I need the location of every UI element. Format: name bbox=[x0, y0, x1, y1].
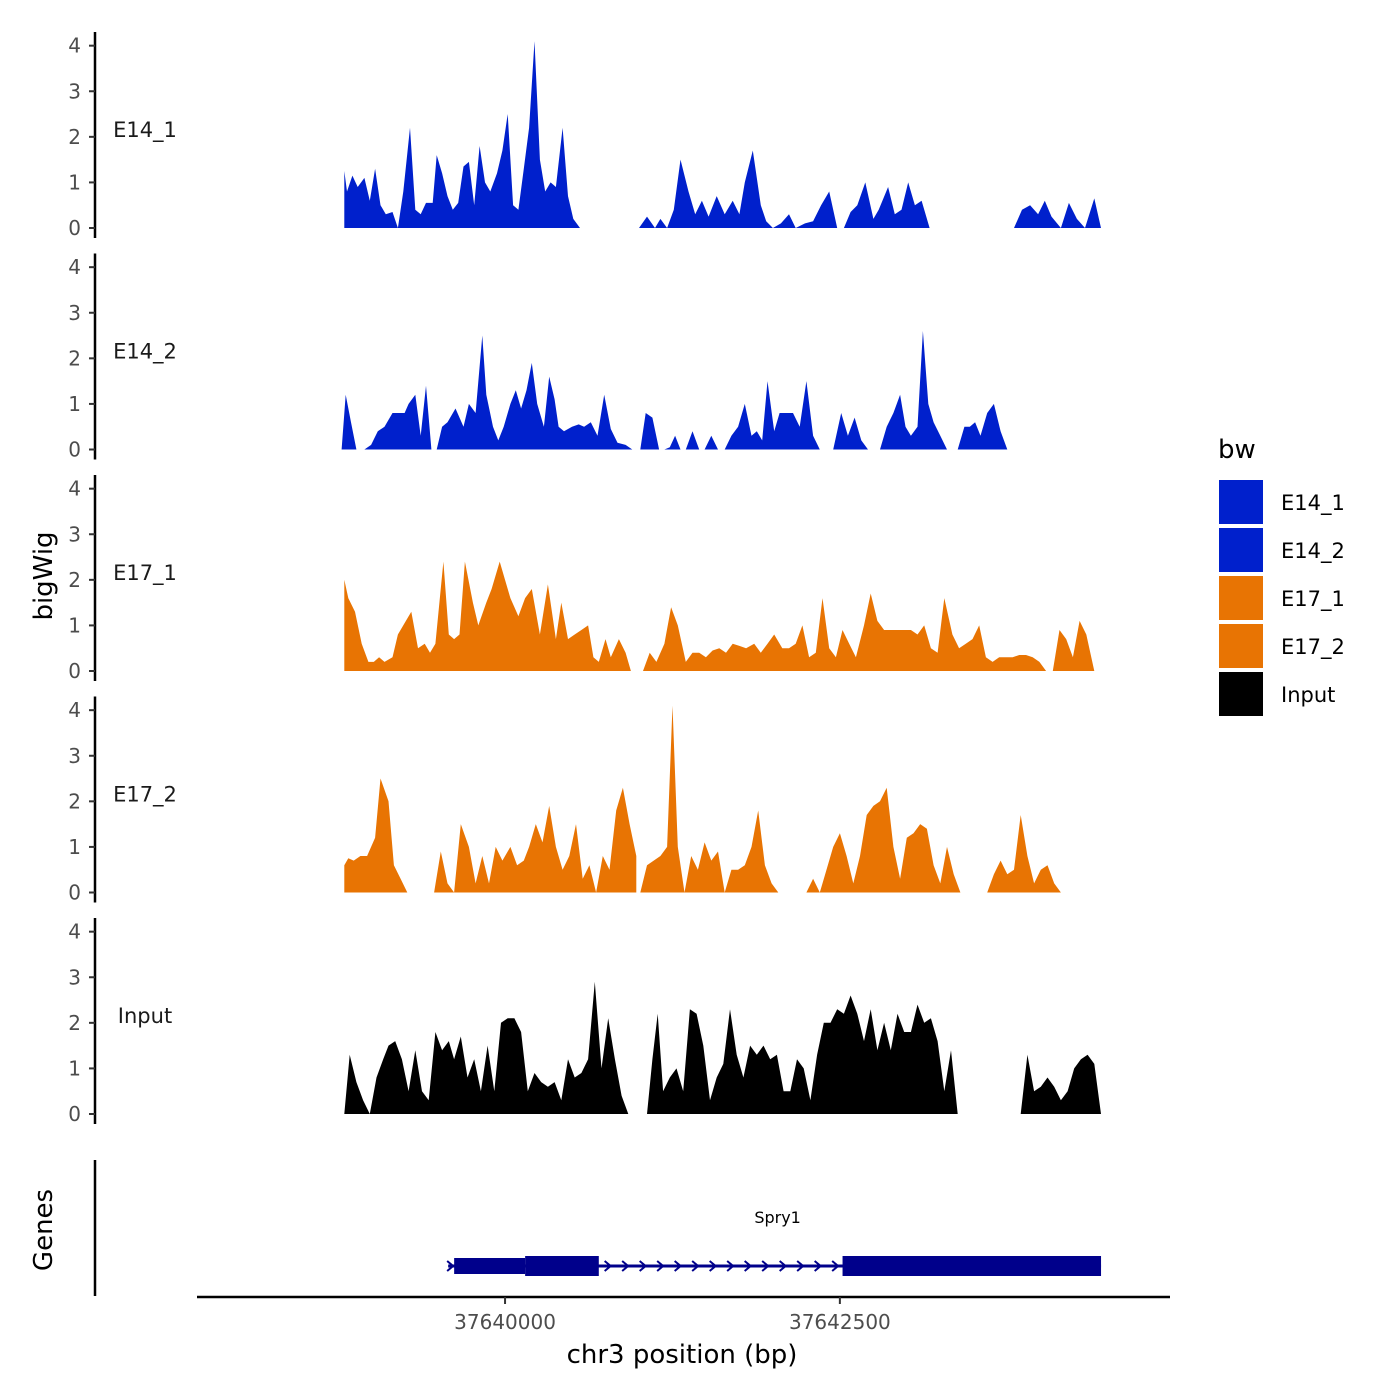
strand-arrow-icon bbox=[621, 1260, 630, 1272]
y-tick-label: 0 bbox=[68, 438, 81, 462]
strand-arrow-icon bbox=[814, 1260, 823, 1272]
legend-title: bw bbox=[1218, 435, 1256, 465]
coverage-area-input-segment-1 bbox=[344, 981, 641, 1114]
y-tick-label: 3 bbox=[68, 79, 81, 103]
track-input: 0 1 2 3 4 Input bbox=[68, 918, 1101, 1126]
coverage-area-e17-1-segment-1 bbox=[344, 561, 637, 671]
legend-swatch-e17-1 bbox=[1219, 576, 1263, 620]
strand-arrow-icon bbox=[709, 1260, 718, 1272]
strand-arrow-icon bbox=[446, 1260, 455, 1272]
strand-arrow-icon bbox=[761, 1260, 770, 1272]
track-label-e14-2: E14_2 bbox=[113, 339, 177, 364]
track-e14-1: 0 1 2 3 4 E14_1 bbox=[68, 32, 1101, 240]
coverage-area-e17-2-segment-3 bbox=[640, 705, 792, 893]
legend-label-input: Input bbox=[1281, 683, 1335, 707]
y-tick-label: 2 bbox=[68, 568, 81, 592]
y-tick-label: 4 bbox=[68, 34, 81, 58]
strand-arrow-icon bbox=[831, 1260, 840, 1272]
legend-label-e17-1: E17_1 bbox=[1281, 587, 1345, 612]
track-label-e14-1: E14_1 bbox=[113, 118, 177, 143]
y-tick-label: 3 bbox=[68, 965, 81, 989]
legend-label-e14-1: E14_1 bbox=[1281, 491, 1345, 516]
y-tick-label: 2 bbox=[68, 789, 81, 813]
strand-arrow-icon bbox=[744, 1260, 753, 1272]
y-tick-label: 0 bbox=[68, 659, 81, 683]
genes-axis-title: Genes bbox=[29, 1189, 59, 1271]
track-label-e17-1: E17_1 bbox=[113, 561, 177, 586]
coverage-area-e14-2-segment-1 bbox=[341, 331, 1102, 450]
x-tick-label: 37640000 bbox=[454, 1310, 556, 1334]
strand-arrow-icon bbox=[726, 1260, 735, 1272]
legend: bw E14_1 E14_2 E17_1 E17_2 Input bbox=[1218, 435, 1345, 716]
coverage-area-e17-2-segment-5 bbox=[987, 815, 1068, 893]
legend-label-e17-2: E17_2 bbox=[1281, 635, 1345, 660]
y-tick-label: 1 bbox=[68, 835, 81, 859]
gene-exon-3 bbox=[842, 1256, 1102, 1276]
y-tick-label: 3 bbox=[68, 522, 81, 546]
coverage-area-e17-2-segment-1 bbox=[344, 778, 413, 893]
x-axis-title: chr3 position (bp) bbox=[567, 1340, 798, 1370]
y-tick-label: 4 bbox=[68, 698, 81, 722]
track-label-e17-2: E17_2 bbox=[113, 782, 177, 807]
y-tick-label: 2 bbox=[68, 1011, 81, 1035]
track-e14-2: 0 1 2 3 4 E14_2 bbox=[68, 253, 1102, 462]
gene-panel: Spry1 bbox=[93, 1160, 1102, 1296]
x-axis: 37640000 37642500 bbox=[197, 1295, 1170, 1334]
y-tick-label: 0 bbox=[68, 216, 81, 240]
legend-label-e14-2: E14_2 bbox=[1281, 539, 1345, 564]
y-tick-label: 1 bbox=[68, 613, 81, 637]
strand-arrow-icon bbox=[796, 1260, 805, 1272]
y-tick-label: 1 bbox=[68, 1056, 81, 1080]
coverage-area-input-segment-2 bbox=[647, 995, 1018, 1114]
gene-exon-2 bbox=[525, 1256, 599, 1276]
y-axis-title: bigWig bbox=[29, 531, 59, 620]
x-tick-label: 37642500 bbox=[789, 1310, 891, 1334]
y-tick-label: 2 bbox=[68, 346, 81, 370]
coverage-area-e17-2-segment-4 bbox=[806, 787, 968, 893]
legend-swatch-e17-2 bbox=[1219, 624, 1263, 668]
coverage-area-e17-1-segment-2 bbox=[643, 593, 1103, 671]
strand-arrow-icon bbox=[656, 1260, 665, 1272]
y-tick-label: 0 bbox=[68, 1102, 81, 1126]
y-tick-label: 2 bbox=[68, 125, 81, 149]
legend-swatch-input bbox=[1219, 672, 1263, 716]
track-e17-1: 0 1 2 3 4 E17_1 bbox=[68, 475, 1103, 683]
y-tick-label: 3 bbox=[68, 301, 81, 325]
legend-swatch-e14-2 bbox=[1219, 528, 1263, 572]
coverage-area-e14-1-segment-1 bbox=[344, 41, 605, 228]
strand-arrow-icon bbox=[604, 1260, 613, 1272]
y-tick-label: 1 bbox=[68, 392, 81, 416]
coverage-area-input-segment-3 bbox=[1020, 1054, 1101, 1114]
y-tick-label: 1 bbox=[68, 170, 81, 194]
y-tick-label: 3 bbox=[68, 744, 81, 768]
strand-arrow-icon bbox=[691, 1260, 700, 1272]
coverage-area-e14-1-segment-3 bbox=[1014, 198, 1101, 228]
strand-arrow-icon bbox=[674, 1260, 683, 1272]
y-tick-label: 4 bbox=[68, 255, 81, 279]
legend-swatch-e14-1 bbox=[1219, 480, 1263, 524]
gene-exon-1 bbox=[454, 1258, 526, 1274]
track-e17-2: 0 1 2 3 4 E17_2 bbox=[68, 696, 1068, 905]
coverage-area-e17-2-segment-2 bbox=[434, 787, 637, 893]
y-tick-label: 4 bbox=[68, 477, 81, 501]
track-label-input: Input bbox=[118, 1004, 172, 1028]
strand-arrow-icon bbox=[779, 1260, 788, 1272]
track-panels: 0 1 2 3 4 E14_1 0 1 2 3 4 E14_2 0 1 2 3 4 E17_1 0 1 2 3 4 E17_2… bbox=[68, 32, 1103, 1126]
y-tick-label: 4 bbox=[68, 920, 81, 944]
y-tick-label: 0 bbox=[68, 881, 81, 905]
gene-name-label: Spry1 bbox=[754, 1208, 801, 1227]
strand-arrow-icon bbox=[639, 1260, 648, 1272]
coverage-area-e14-1-segment-2 bbox=[639, 150, 962, 228]
